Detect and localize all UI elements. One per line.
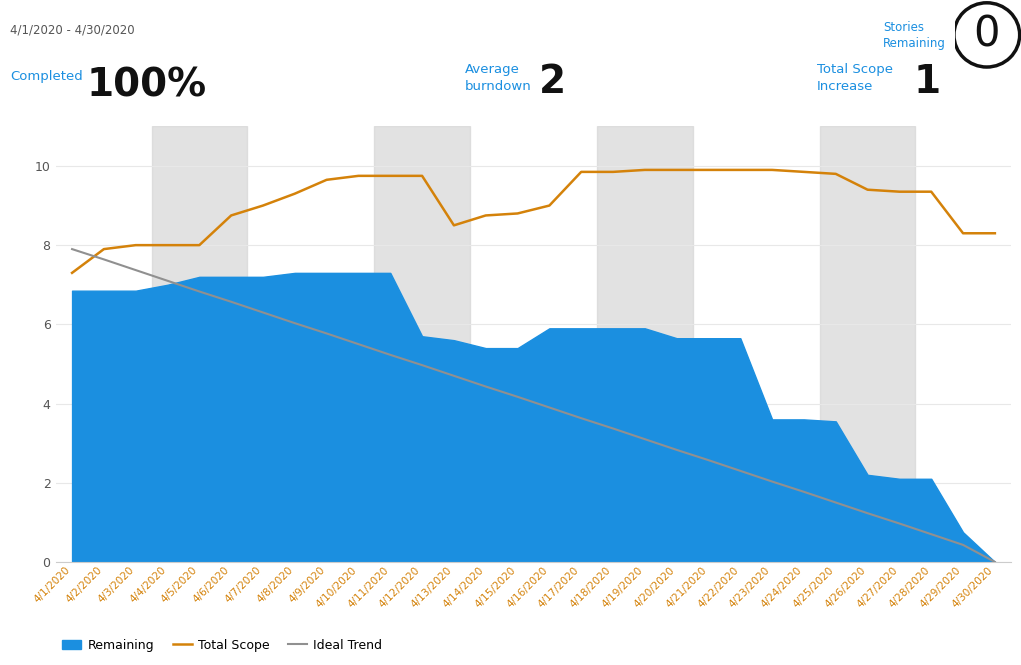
Legend: Remaining, Total Scope, Ideal Trend: Remaining, Total Scope, Ideal Trend xyxy=(62,638,382,652)
Bar xyxy=(152,126,247,562)
Bar xyxy=(820,126,916,562)
Bar xyxy=(597,126,692,562)
Text: 4/1/2020 - 4/30/2020: 4/1/2020 - 4/30/2020 xyxy=(10,23,135,37)
Text: Total Scope: Total Scope xyxy=(817,63,892,76)
Text: 100%: 100% xyxy=(87,66,207,104)
Text: Average: Average xyxy=(465,63,520,76)
Text: burndown: burndown xyxy=(465,80,531,93)
Text: Completed: Completed xyxy=(10,70,83,83)
Text: 2: 2 xyxy=(539,63,567,101)
Text: 1: 1 xyxy=(914,63,941,101)
Text: Remaining: Remaining xyxy=(883,37,946,50)
Text: 0: 0 xyxy=(974,14,1000,56)
Bar xyxy=(375,126,470,562)
Text: Increase: Increase xyxy=(817,80,873,93)
Text: Stories: Stories xyxy=(883,21,924,35)
